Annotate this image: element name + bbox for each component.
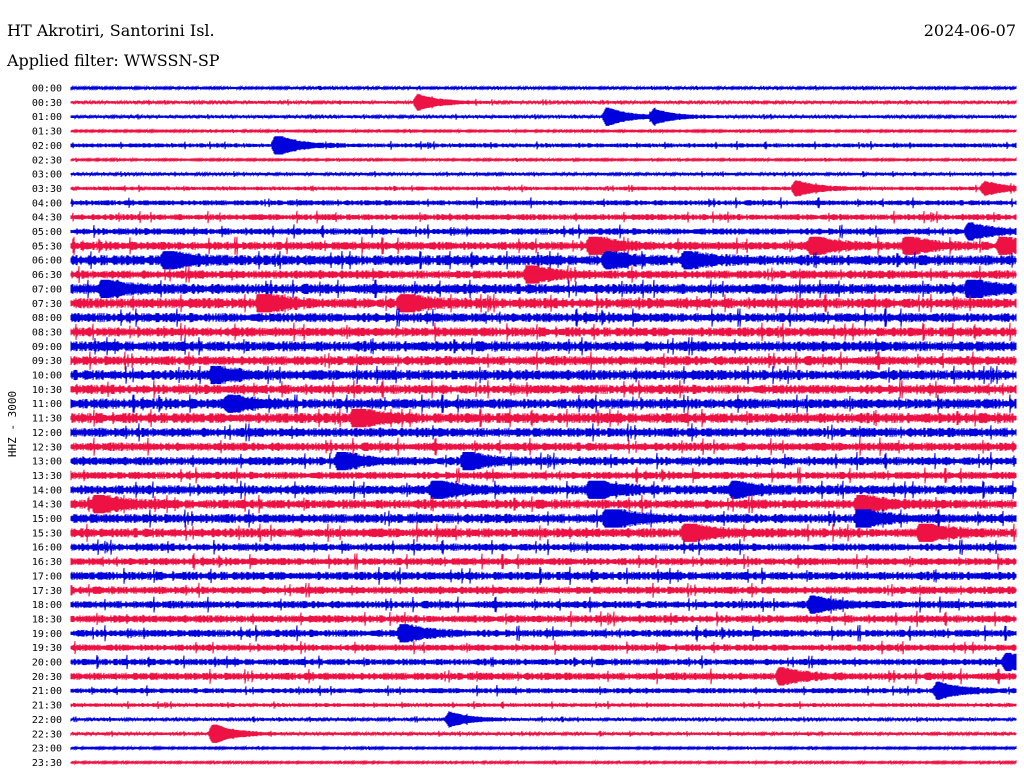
row-time-label: 09:30 (32, 356, 62, 367)
row-time-label: 07:00 (32, 284, 62, 295)
date-label: 2024-06-07 (923, 21, 1016, 40)
seismic-trace (70, 523, 1017, 542)
row-time-label: 11:00 (32, 399, 62, 410)
row-time-label: 03:30 (32, 184, 62, 195)
row-time-label: 23:00 (32, 744, 62, 755)
row-time-label: 13:30 (32, 471, 62, 482)
row-time-label: 18:00 (32, 600, 62, 611)
row-time-label: 00:30 (32, 98, 62, 109)
filter-label: Applied filter: WWSSN-SP (7, 51, 220, 70)
row-time-label: 10:00 (32, 371, 62, 382)
row-time-label: 17:30 (32, 586, 62, 597)
seismic-trace (70, 337, 1017, 356)
row-time-label: 22:30 (32, 729, 62, 740)
station-title: HT Akrotiri, Santorini Isl. (7, 21, 215, 40)
row-time-label: 05:00 (32, 227, 62, 238)
row-time-label: 09:00 (32, 342, 62, 353)
row-time-label: 16:00 (32, 543, 62, 554)
row-time-label: 20:30 (32, 672, 62, 683)
row-time-label: 06:30 (32, 270, 62, 281)
row-time-label: 14:30 (32, 500, 62, 511)
row-time-label: 02:30 (32, 155, 62, 166)
row-time-label: 12:00 (32, 428, 62, 439)
row-time-label: 15:00 (32, 514, 62, 525)
trace-group: 00:00 00:30 01:00 01:30 02:00 02:30 03:00 03:30… (32, 84, 1017, 769)
seismic-trace (70, 538, 1017, 556)
row-time-label: 19:00 (32, 629, 62, 640)
row-time-label: 08:30 (32, 327, 62, 338)
row-time-label: 21:00 (32, 686, 62, 697)
y-axis-label: HHZ - 3000 (6, 391, 19, 457)
row-time-label: 17:00 (32, 571, 62, 582)
row-time-label: 10:30 (32, 385, 62, 396)
row-time-label: 03:00 (32, 170, 62, 181)
row-time-label: 16:30 (32, 557, 62, 568)
row-time-label: 12:30 (32, 442, 62, 453)
row-time-label: 15:30 (32, 528, 62, 539)
row-time-label: 05:30 (32, 241, 62, 252)
row-time-label: 01:30 (32, 127, 62, 138)
row-time-label: 22:00 (32, 715, 62, 726)
seismic-trace (70, 566, 1017, 586)
row-time-label: 00:00 (32, 84, 62, 95)
seismic-trace (70, 294, 1017, 313)
row-time-label: 11:30 (32, 414, 62, 425)
row-time-label: 01:00 (32, 112, 62, 123)
row-time-label: 19:30 (32, 643, 62, 654)
row-time-label: 02:00 (32, 141, 62, 152)
row-time-label: 14:00 (32, 485, 62, 496)
row-time-label: 08:00 (32, 313, 62, 324)
row-time-label: 18:30 (32, 614, 62, 625)
row-time-label: 20:00 (32, 658, 62, 669)
row-time-label: 21:30 (32, 701, 62, 712)
row-time-label: 04:30 (32, 213, 62, 224)
row-time-label: 13:00 (32, 457, 62, 468)
row-time-label: 23:30 (32, 758, 62, 769)
row-time-label: 04:00 (32, 198, 62, 209)
row-time-label: 07:30 (32, 299, 62, 310)
row-time-label: 06:00 (32, 256, 62, 267)
